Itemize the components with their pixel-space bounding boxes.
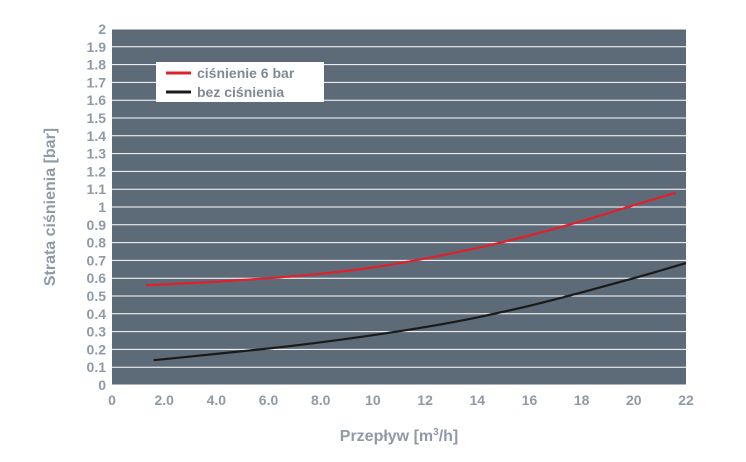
x-axis-title-superscript: 3 [433,427,439,438]
x-axis-title-end: /h] [439,428,459,445]
x-axis-title: Przepływ [m3/h] [340,427,458,445]
x-tick-label: 8.0 [311,392,331,408]
series-line-bez-cisnienia [153,262,687,362]
y-tick-label: 0.8 [87,235,107,251]
y-tick-label: 1.2 [87,163,107,179]
y-tick-label: 1.3 [87,146,107,162]
legend: ciśnienie 6 bar bez ciśnienia [156,62,324,102]
x-tick-label: 18 [574,392,590,408]
y-tick-label: 2 [98,21,106,37]
y-tick-label: 0.1 [87,359,107,375]
series-line-cisnienie [145,191,676,287]
x-tick-label: 6.0 [259,392,279,408]
y-tick-label: 1.7 [87,74,107,90]
y-tick-label: 0 [98,377,106,393]
y-tick-label: 1.1 [87,181,107,197]
y-axis-title: Strata ciśnienia [bar] [42,128,59,286]
series-lines [145,191,687,362]
y-tick-label: 0.9 [87,217,107,233]
y-tick-labels: 0 0.1 0.20.3 0.4 0.5 0.6 0.70.8 0.9 1 1.1 1.21.3 1.… [87,21,107,393]
y-tick-label: 1.4 [87,128,107,144]
x-axis-title-main: Przepływ [m [340,428,433,445]
y-tick-label: 0.4 [87,306,107,322]
y-tick-label: 0.6 [87,270,107,286]
y-tick-label: 1.5 [87,110,107,126]
x-tick-label: 22 [678,392,694,408]
gridlines [112,28,686,386]
legend-label-bez-cisnienia: bez ciśnienia [197,84,284,100]
y-tick-label: 0.7 [87,252,107,268]
x-tick-label: 14 [469,392,485,408]
y-tick-label: 0.3 [87,324,107,340]
x-tick-label: 0 [108,392,116,408]
y-tick-label: 1.6 [87,92,107,108]
y-tick-label: 1 [98,199,106,215]
y-tick-label: 1.8 [87,57,107,73]
y-tick-label: 0.2 [87,341,107,357]
x-tick-label: 16 [522,392,538,408]
x-tick-label: 12 [417,392,433,408]
legend-box [156,62,324,102]
legend-label-cisnienie: ciśnienie 6 bar [197,65,295,81]
x-tick-label: 4.0 [207,392,227,408]
x-tick-labels: 0 2.0 4.0 6.0 8.0 10 12 14 16 18 20 22 [108,392,694,408]
y-tick-label: 1.9 [87,39,107,55]
x-tick-label: 10 [365,392,381,408]
x-tick-label: 2.0 [154,392,174,408]
x-tick-label: 20 [626,392,642,408]
y-tick-label: 0.5 [87,288,107,304]
